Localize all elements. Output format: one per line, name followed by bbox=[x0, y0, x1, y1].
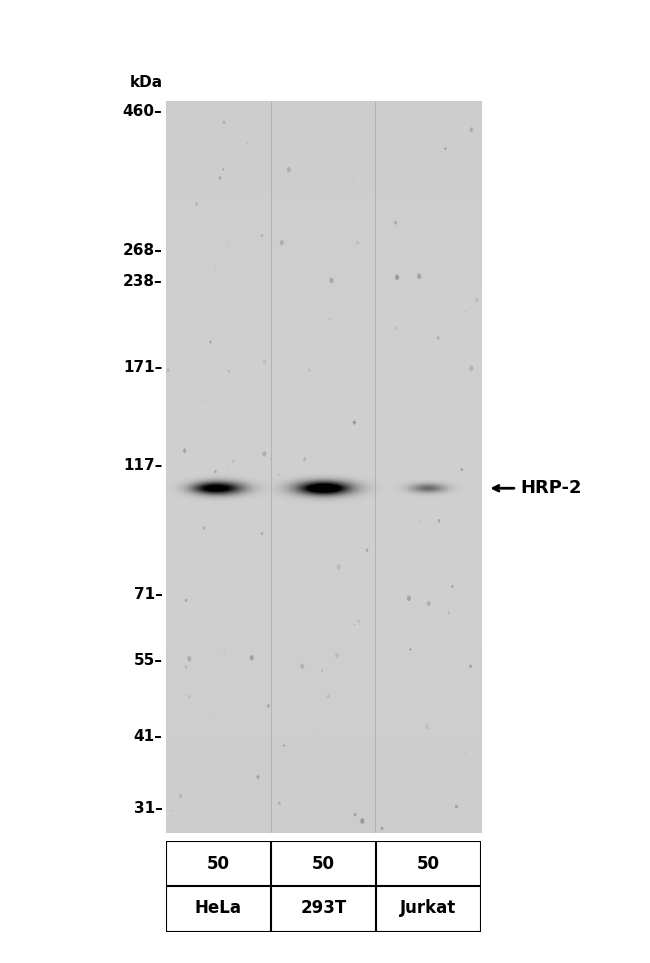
Text: 41–: 41– bbox=[134, 729, 162, 743]
Text: kDa: kDa bbox=[129, 74, 162, 90]
Text: 268–: 268– bbox=[123, 244, 162, 258]
Text: HRP-2: HRP-2 bbox=[520, 480, 582, 497]
Text: 293T: 293T bbox=[300, 899, 346, 918]
Text: 117–: 117– bbox=[123, 457, 162, 473]
Text: 50: 50 bbox=[417, 855, 440, 873]
Text: 55–: 55– bbox=[133, 653, 162, 667]
Text: HeLa: HeLa bbox=[195, 899, 242, 918]
Text: 171–: 171– bbox=[123, 359, 162, 375]
Text: 50: 50 bbox=[312, 855, 335, 873]
Text: 50: 50 bbox=[207, 855, 230, 873]
Text: 31–: 31– bbox=[134, 801, 162, 816]
Text: Jurkat: Jurkat bbox=[400, 899, 456, 918]
Text: 238–: 238– bbox=[123, 274, 162, 289]
Text: 460–: 460– bbox=[123, 104, 162, 118]
Text: 71–: 71– bbox=[134, 586, 162, 602]
